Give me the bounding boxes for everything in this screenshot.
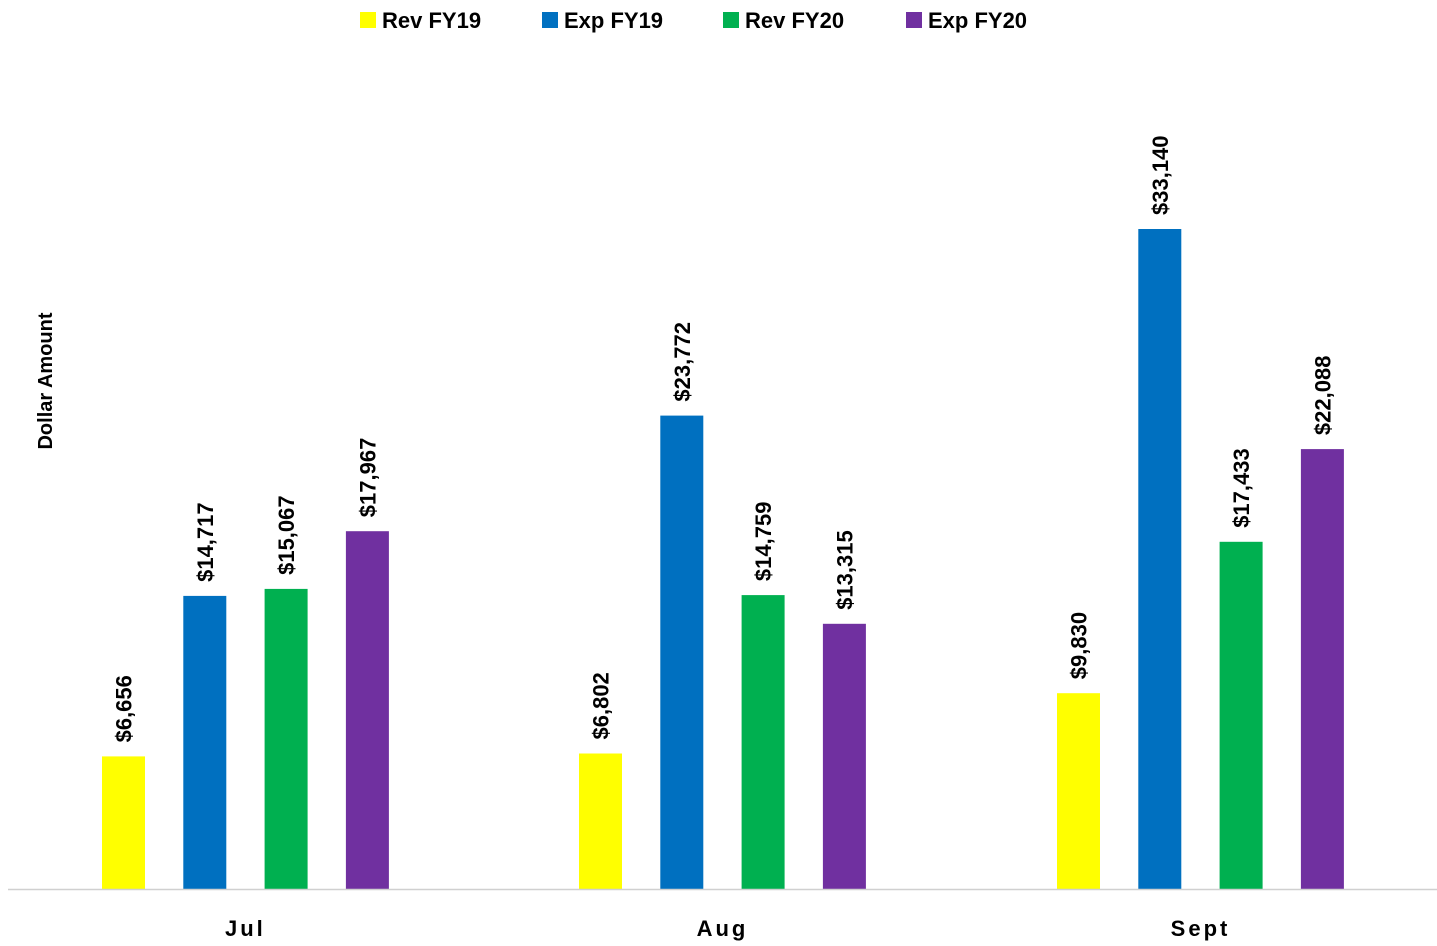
x-tick-label-sept: Sept <box>1171 916 1231 941</box>
bar-sept-rev-fy19 <box>1057 693 1100 889</box>
bar-jul-rev-fy19 <box>102 756 145 889</box>
data-label-sept-rev-fy20: $17,433 <box>1229 448 1254 528</box>
data-label-jul-rev-fy20: $15,067 <box>274 495 299 575</box>
bar-sept-rev-fy20 <box>1219 541 1263 889</box>
bar-aug-rev-fy19 <box>579 753 622 889</box>
data-label-aug-exp-fy19: $23,772 <box>670 322 695 402</box>
legend-label-exp-fy19: Exp FY19 <box>564 8 663 33</box>
data-label-sept-rev-fy19: $9,830 <box>1067 612 1092 679</box>
data-label-sept-exp-fy19: $33,140 <box>1148 135 1173 215</box>
bar-aug-rev-fy20 <box>741 595 785 889</box>
bar-aug-exp-fy20 <box>822 623 866 889</box>
x-tick-label-jul: Jul <box>225 916 266 941</box>
x-axis-labels: Jul Aug Sept <box>225 916 1231 941</box>
legend-swatch-rev-fy20 <box>723 12 739 28</box>
data-label-sept-exp-fy20: $22,088 <box>1310 356 1335 436</box>
legend: Rev FY19 Exp FY19 Rev FY20 Exp FY20 <box>360 8 1027 33</box>
bar-aug-exp-fy19 <box>660 415 704 889</box>
data-label-aug-exp-fy20: $13,315 <box>832 530 857 610</box>
x-tick-label-aug: Aug <box>697 916 749 941</box>
legend-swatch-exp-fy19 <box>542 12 558 28</box>
legend-label-rev-fy19: Rev FY19 <box>382 8 481 33</box>
legend-label-exp-fy20: Exp FY20 <box>928 8 1027 33</box>
bar-jul-exp-fy19 <box>183 595 227 889</box>
legend-swatch-rev-fy19 <box>360 12 376 28</box>
data-label-jul-exp-fy20: $17,967 <box>355 438 380 518</box>
legend-label-rev-fy20: Rev FY20 <box>745 8 844 33</box>
data-label-jul-rev-fy19: $6,656 <box>112 675 137 742</box>
legend-swatch-exp-fy20 <box>906 12 922 28</box>
bar-jul-exp-fy20 <box>345 531 389 889</box>
bar-jul-rev-fy20 <box>264 588 308 889</box>
bar-sept-exp-fy20 <box>1300 449 1344 889</box>
data-label-aug-rev-fy19: $6,802 <box>589 672 614 739</box>
data-label-aug-rev-fy20: $14,759 <box>751 502 776 582</box>
bar-sept-exp-fy19 <box>1138 229 1182 889</box>
plot-area: $6,656 $14,717 $15,067 $17,967 $6,802 $23,772… <box>102 135 1344 889</box>
data-label-jul-exp-fy19: $14,717 <box>193 502 218 582</box>
y-axis-title: Dollar Amount <box>35 312 57 449</box>
